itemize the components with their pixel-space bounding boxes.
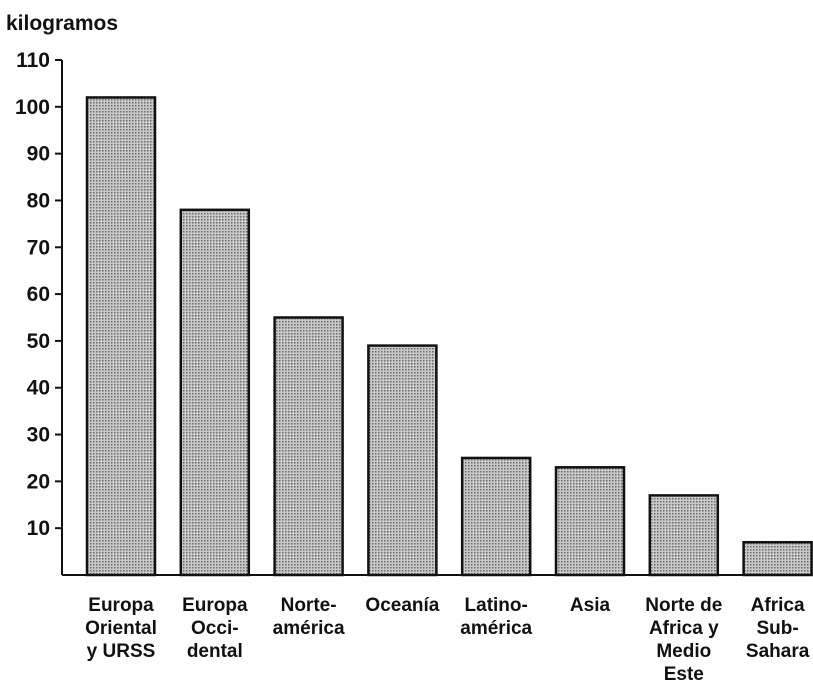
y-tick-label: 50 [27,330,50,353]
bar [367,344,438,577]
bar [554,466,626,577]
bar [179,208,251,577]
y-tick-label: 20 [27,470,50,493]
category-label: américa [460,618,532,639]
category-label: Latino- [465,595,528,616]
category-label: Oceanía [365,595,439,616]
y-tick-label: 30 [27,424,50,447]
category-label: Africa y [649,618,719,639]
bar [85,96,157,577]
category-label: Oriental [85,618,157,639]
category-label: Asia [570,595,611,616]
category-label: y URSS [87,641,156,662]
category-label: Europa [88,595,154,616]
category-label: Norte de [645,595,722,616]
y-tick-label: 110 [16,49,50,72]
category-label: Sahara [746,641,810,662]
y-tick-label: 60 [27,283,50,306]
category-label: Europa [182,595,248,616]
y-tick-label: 90 [27,143,50,166]
bar [273,316,344,577]
y-axis-label: kilogramos [6,12,118,35]
bars [85,96,813,577]
category-label: dental [187,641,243,662]
y-axis-ticks: 10 20 30 40 50 60 70 80 90 100 110 [15,49,62,540]
bar [648,494,720,577]
category-label: Este [664,664,704,685]
category-label: Norte- [281,595,337,616]
y-tick-label: 100 [15,96,50,119]
category-label: Sub- [756,618,798,639]
y-tick-label: 10 [27,517,50,540]
y-tick-label: 80 [27,189,50,212]
bar [460,456,532,577]
category-label: Occi- [191,618,239,639]
y-tick-label: 40 [27,377,50,400]
category-label: Medio [656,641,711,662]
bar [742,540,813,577]
category-label: américa [273,618,345,639]
y-tick-label: 70 [27,236,50,259]
category-label: Africa [751,595,805,616]
